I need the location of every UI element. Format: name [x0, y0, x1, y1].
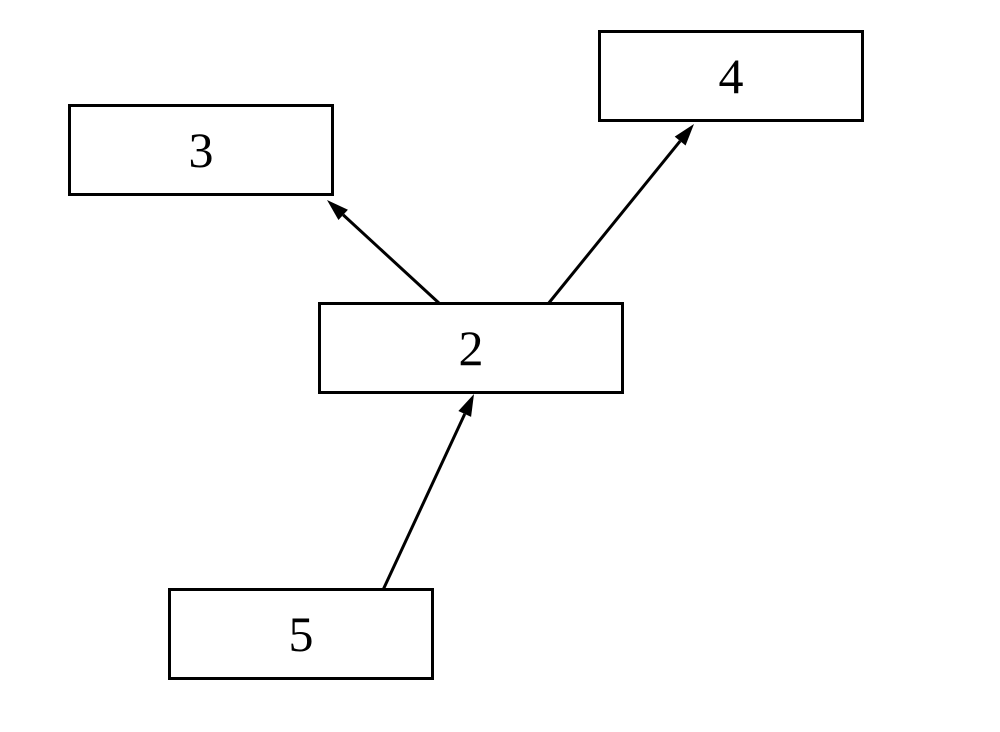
edge-arrowhead-0 — [458, 394, 474, 417]
edge-line-1 — [343, 215, 440, 304]
node-label: 4 — [719, 47, 744, 105]
diagram-canvas: 3 4 2 5 — [0, 0, 1000, 732]
node-n5: 5 — [168, 588, 434, 680]
node-n2: 2 — [318, 302, 624, 394]
node-n4: 4 — [598, 30, 864, 122]
node-label: 5 — [289, 605, 314, 663]
edge-line-2 — [548, 141, 680, 304]
edge-arrowhead-2 — [675, 124, 694, 145]
node-label: 2 — [459, 319, 484, 377]
edge-line-0 — [383, 414, 465, 590]
node-label: 3 — [189, 121, 214, 179]
node-n3: 3 — [68, 104, 334, 196]
edge-arrowhead-1 — [327, 200, 348, 220]
